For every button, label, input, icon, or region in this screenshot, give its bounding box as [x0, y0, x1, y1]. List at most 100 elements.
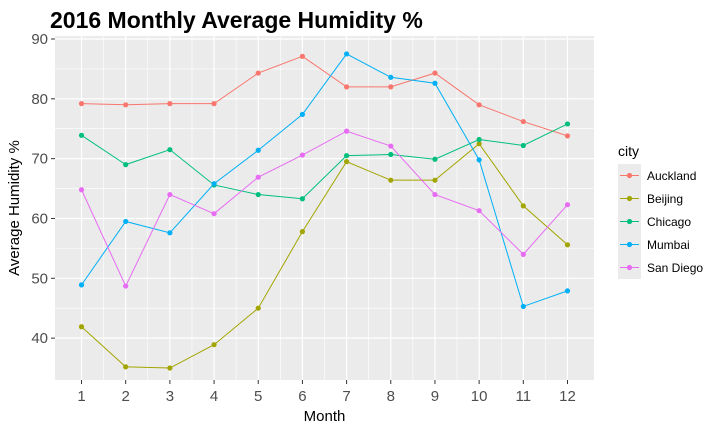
data-point-auckland — [520, 118, 526, 125]
legend-key-point — [626, 172, 633, 179]
y-tick-label: 40 — [31, 330, 48, 347]
series-lines — [81, 53, 568, 369]
data-point-beijing — [78, 324, 85, 330]
data-point-san-diego — [167, 191, 173, 198]
data-point-chicago — [564, 121, 571, 127]
x-tick-label: 3 — [166, 388, 174, 405]
legend-item-san-diego: San Diego — [618, 256, 703, 279]
data-point-auckland — [123, 102, 129, 108]
data-point-mumbai — [432, 80, 438, 86]
data-point-san-diego — [78, 187, 85, 193]
series-line-san-diego — [81, 130, 568, 288]
data-point-mumbai — [123, 218, 129, 225]
y-axis-ticks: 40 50 60 70 80 90 — [31, 31, 55, 347]
legend-item-beijing: Beijing — [618, 187, 683, 210]
series-line-auckland — [81, 55, 568, 137]
x-tick-label: 6 — [298, 388, 306, 405]
data-point-auckland — [211, 101, 217, 107]
data-point-mumbai — [211, 181, 217, 187]
x-tick-label: 4 — [210, 388, 218, 405]
data-point-san-diego — [476, 208, 482, 214]
data-point-chicago — [123, 162, 129, 168]
data-point-mumbai — [388, 74, 394, 80]
data-point-san-diego — [211, 211, 217, 217]
chart-title: 2016 Monthly Average Humidity % — [50, 7, 423, 33]
data-point-mumbai — [476, 157, 482, 163]
legend: city Auckland Beijing Chicago Mumbai San Die… — [618, 143, 703, 279]
data-point-san-diego — [255, 174, 261, 180]
data-point-beijing — [211, 342, 217, 348]
data-point-auckland — [432, 70, 438, 76]
legend-title: city — [618, 143, 639, 159]
legend-item-chicago: Chicago — [618, 210, 691, 233]
data-point-chicago — [388, 151, 394, 158]
series-line-mumbai — [81, 53, 568, 308]
x-axis-ticks: 1 2 3 4 5 6 7 8 9 10 11 12 — [77, 380, 576, 405]
legend-items: Auckland Beijing Chicago Mumbai San Diego — [618, 164, 703, 279]
y-tick-label: 90 — [31, 31, 48, 48]
x-tick-label: 1 — [77, 388, 85, 405]
legend-label: Auckland — [647, 169, 696, 183]
data-point-mumbai — [255, 147, 261, 153]
data-point-beijing — [388, 177, 394, 183]
legend-key-point — [626, 195, 633, 202]
data-point-auckland — [167, 101, 173, 107]
y-tick-label: 70 — [31, 151, 48, 168]
legend-key-point — [626, 218, 633, 225]
x-tick-label: 10 — [471, 388, 488, 405]
data-point-beijing — [476, 141, 482, 147]
legend-item-auckland: Auckland — [618, 164, 696, 187]
data-point-mumbai — [78, 282, 85, 288]
data-point-auckland — [388, 84, 394, 90]
data-point-san-diego — [564, 202, 571, 208]
series-line-chicago — [81, 123, 568, 200]
series-points — [78, 51, 571, 371]
data-point-chicago — [167, 147, 173, 153]
data-point-mumbai — [520, 303, 526, 310]
data-point-auckland — [564, 133, 571, 139]
series-line-beijing — [81, 142, 568, 369]
data-point-san-diego — [123, 283, 129, 289]
x-tick-label: 8 — [387, 388, 395, 405]
data-point-beijing — [564, 242, 571, 248]
y-axis-title: Average Humidity % — [6, 140, 23, 276]
data-point-beijing — [123, 364, 129, 370]
x-tick-label: 9 — [431, 388, 439, 405]
x-tick-label: 12 — [559, 388, 576, 405]
legend-label: San Diego — [647, 261, 703, 275]
data-point-auckland — [255, 70, 261, 76]
legend-item-mumbai: Mumbai — [618, 233, 690, 256]
data-point-chicago — [476, 136, 482, 143]
minor-gridlines — [55, 36, 594, 380]
y-tick-label: 50 — [31, 270, 48, 287]
data-point-mumbai — [564, 288, 571, 294]
data-point-san-diego — [520, 251, 526, 257]
data-point-auckland — [299, 53, 306, 59]
data-point-san-diego — [299, 152, 306, 158]
data-point-beijing — [343, 159, 350, 165]
data-point-beijing — [167, 365, 173, 371]
x-axis-title: Month — [304, 408, 346, 425]
x-tick-label: 5 — [254, 388, 262, 405]
legend-label: Chicago — [647, 215, 691, 229]
x-tick-label: 7 — [342, 388, 350, 405]
data-point-chicago — [520, 142, 526, 149]
data-point-mumbai — [167, 230, 173, 236]
x-tick-label: 2 — [122, 388, 130, 405]
data-point-chicago — [78, 132, 85, 138]
legend-key-point — [626, 241, 633, 248]
data-point-auckland — [476, 102, 482, 108]
data-point-chicago — [343, 153, 350, 159]
data-point-auckland — [78, 101, 85, 107]
data-point-beijing — [432, 177, 438, 183]
data-point-beijing — [520, 203, 526, 209]
data-point-mumbai — [343, 51, 350, 57]
data-point-beijing — [255, 305, 261, 311]
data-point-san-diego — [432, 191, 438, 198]
y-tick-label: 60 — [31, 210, 48, 227]
data-point-san-diego — [388, 143, 394, 149]
legend-key-point — [626, 264, 633, 271]
legend-label: Beijing — [647, 192, 683, 206]
data-point-mumbai — [299, 111, 306, 117]
